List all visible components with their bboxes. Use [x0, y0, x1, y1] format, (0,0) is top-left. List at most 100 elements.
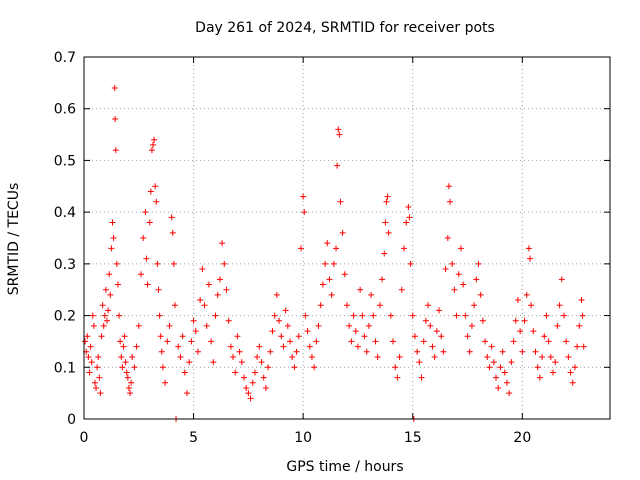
- y-axis-label: SRMTID / TECUs: [6, 183, 22, 296]
- data-point: [409, 312, 416, 319]
- data-point: [488, 343, 495, 350]
- data-point: [157, 333, 164, 340]
- x-tick-label: 0: [80, 430, 89, 446]
- data-point: [519, 348, 526, 355]
- data-point: [306, 343, 313, 350]
- data-point: [227, 343, 234, 350]
- data-point: [164, 338, 171, 345]
- data-point: [124, 374, 131, 381]
- data-point: [571, 364, 578, 371]
- data-point: [86, 369, 93, 376]
- data-point: [335, 126, 342, 133]
- data-point: [315, 322, 322, 329]
- data-point: [179, 333, 186, 340]
- data-point: [203, 322, 210, 329]
- data-point: [159, 364, 166, 371]
- data-point: [295, 333, 302, 340]
- data-point: [530, 328, 537, 335]
- data-point: [106, 271, 113, 278]
- data-point: [406, 214, 413, 221]
- data-point: [123, 369, 130, 376]
- data-point: [97, 390, 104, 397]
- data-point: [337, 198, 344, 205]
- data-point: [311, 364, 318, 371]
- data-point: [484, 353, 491, 360]
- data-point: [563, 338, 570, 345]
- data-point: [216, 276, 223, 283]
- data-point: [440, 348, 447, 355]
- data-point: [556, 302, 563, 309]
- data-point: [101, 312, 108, 319]
- data-point: [140, 235, 147, 241]
- data-point: [93, 384, 100, 391]
- data-point: [125, 384, 132, 391]
- grid-lines: [84, 57, 610, 419]
- data-point: [330, 260, 337, 267]
- data-point: [102, 286, 109, 293]
- data-point: [527, 255, 534, 262]
- data-point: [449, 260, 456, 267]
- data-point: [188, 338, 195, 345]
- data-point: [447, 198, 454, 205]
- data-point: [359, 312, 366, 319]
- data-point: [510, 338, 517, 345]
- data-point: [82, 338, 89, 345]
- data-point: [245, 390, 252, 397]
- data-point: [497, 364, 504, 371]
- data-point: [135, 322, 142, 329]
- data-point: [333, 245, 340, 252]
- data-point: [471, 302, 478, 309]
- data-point: [300, 193, 307, 200]
- data-point: [210, 359, 217, 366]
- data-point: [289, 353, 296, 360]
- data-point: [184, 390, 191, 397]
- y-tick-label: 0.3: [54, 257, 76, 273]
- data-point: [455, 271, 462, 278]
- data-point: [508, 359, 515, 366]
- data-point: [517, 328, 524, 335]
- data-point: [258, 359, 265, 366]
- data-point: [148, 147, 155, 154]
- data-point: [313, 338, 320, 345]
- data-point: [499, 348, 506, 355]
- data-point: [442, 266, 449, 273]
- data-point: [212, 312, 219, 319]
- data-point: [256, 343, 263, 350]
- data-point: [262, 384, 269, 391]
- data-point: [302, 312, 309, 319]
- data-point: [363, 348, 370, 355]
- data-point: [422, 317, 429, 324]
- data-point: [168, 214, 175, 221]
- data-point: [251, 369, 258, 376]
- data-point: [396, 353, 403, 360]
- data-point: [118, 353, 125, 360]
- data-point: [352, 328, 359, 335]
- data-point: [282, 307, 289, 314]
- y-tick-label: 0.1: [54, 360, 76, 376]
- data-point: [411, 333, 418, 340]
- data-point: [219, 240, 226, 247]
- x-tick-label: 20: [513, 430, 531, 446]
- data-point: [301, 209, 308, 216]
- data-point: [119, 364, 126, 371]
- data-point: [361, 333, 368, 340]
- data-point: [291, 364, 298, 371]
- data-point: [451, 286, 458, 293]
- data-point: [374, 353, 381, 360]
- data-point: [158, 348, 165, 355]
- data-point: [339, 229, 346, 236]
- data-point: [243, 384, 250, 391]
- data-point: [121, 333, 128, 340]
- data-point: [112, 116, 119, 123]
- data-point: [197, 297, 204, 304]
- data-point: [525, 245, 532, 252]
- data-point: [350, 312, 357, 319]
- data-point: [284, 322, 291, 329]
- data-point: [190, 317, 197, 324]
- data-point: [464, 333, 471, 340]
- data-point: [269, 328, 276, 335]
- data-point: [107, 291, 114, 298]
- data-point: [117, 338, 124, 345]
- data-point: [433, 328, 440, 335]
- data-point: [383, 198, 390, 205]
